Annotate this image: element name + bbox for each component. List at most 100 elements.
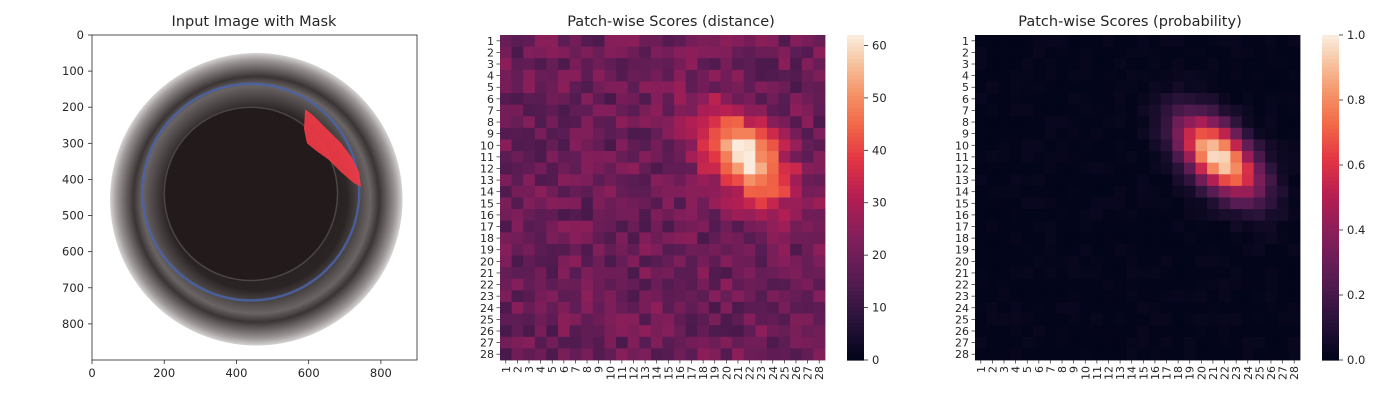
heatmap-cell <box>1091 232 1104 245</box>
heatmap-cell <box>1044 267 1057 280</box>
heatmap-cell <box>1276 116 1289 129</box>
heatmap-cell <box>1241 81 1254 94</box>
heatmap-cell <box>581 93 594 106</box>
heatmap-cell <box>581 197 594 210</box>
heatmap-cell <box>1183 325 1196 338</box>
heatmap-cell <box>511 243 524 256</box>
heatmap-cell <box>616 267 629 280</box>
heatmap-cell <box>662 69 675 82</box>
heatmap-cell <box>1241 46 1254 59</box>
y-tick-label: 100 <box>62 64 84 78</box>
colorbar-tick-label: 10 <box>872 301 887 315</box>
heatmap-cell <box>1137 35 1150 48</box>
heatmap-cell <box>1067 255 1080 268</box>
heatmap-cell <box>975 185 988 198</box>
heatmap-cell <box>534 209 547 222</box>
heatmap-cell <box>1067 58 1080 71</box>
heatmap-cell <box>534 232 547 245</box>
heatmap-cell <box>1172 69 1185 82</box>
heatmap-cell <box>732 93 745 106</box>
heatmap-cell <box>1241 174 1254 187</box>
heatmap-cell <box>1253 209 1266 222</box>
heatmap-cell <box>546 290 559 303</box>
heatmap-cell <box>1149 290 1162 303</box>
heatmap-cell <box>511 127 524 140</box>
heatmap-cell <box>558 139 571 152</box>
heatmap-cell <box>732 127 745 140</box>
heatmap-cell <box>790 232 803 245</box>
colorbar-segment <box>1322 193 1339 199</box>
heatmap-cell <box>1102 139 1115 152</box>
heatmap-cell <box>1253 278 1266 291</box>
heatmap-cell <box>1056 116 1069 129</box>
heatmap-cell <box>1160 348 1173 361</box>
heatmap-cell <box>592 301 605 314</box>
colorbar-segment <box>847 197 864 203</box>
probability-heatmap-cells <box>975 35 1301 361</box>
x-tick-label: 5 <box>546 366 559 373</box>
heatmap-cell <box>1160 35 1173 48</box>
heatmap-cell <box>697 162 710 175</box>
heatmap-cell <box>708 243 721 256</box>
heatmap-cell <box>639 278 652 291</box>
heatmap-cell <box>766 81 779 94</box>
heatmap-cell <box>1044 278 1057 291</box>
heatmap-cell <box>743 197 756 210</box>
heatmap-cell <box>662 104 675 117</box>
heatmap-cell <box>986 151 999 164</box>
heatmap-cell <box>500 139 513 152</box>
heatmap-cell <box>755 243 768 256</box>
heatmap-cell <box>1276 35 1289 48</box>
heatmap-cell <box>685 81 698 94</box>
heatmap-cell <box>592 174 605 187</box>
heatmap-cell <box>1195 69 1208 82</box>
heatmap-cell <box>1149 162 1162 175</box>
heatmap-cell <box>1149 336 1162 349</box>
heatmap-cell <box>1230 46 1243 59</box>
heatmap-cell <box>534 348 547 361</box>
heatmap-cell <box>1230 232 1243 245</box>
heatmap-cell <box>639 232 652 245</box>
heatmap-cell <box>1149 46 1162 59</box>
heatmap-cell <box>1218 313 1231 326</box>
heatmap-cell <box>998 58 1011 71</box>
heatmap-cell <box>1125 209 1138 222</box>
heatmap-cell <box>662 313 675 326</box>
heatmap-cell <box>975 267 988 280</box>
colorbar-segment <box>1322 63 1339 69</box>
heatmap-cell <box>1195 174 1208 187</box>
heatmap-cell <box>986 336 999 349</box>
heatmap-cell <box>1044 69 1057 82</box>
heatmap-cell <box>569 35 582 48</box>
heatmap-cell <box>616 209 629 222</box>
colorbar-segment <box>1322 262 1339 268</box>
heatmap-cell <box>1137 127 1150 140</box>
heatmap-cell <box>604 174 617 187</box>
heatmap-cell <box>697 313 710 326</box>
heatmap-cell <box>581 151 594 164</box>
heatmap-cell <box>1183 220 1196 233</box>
heatmap-cell <box>1114 243 1127 256</box>
heatmap-cell <box>523 290 536 303</box>
x-tick-label: 12 <box>627 366 640 380</box>
heatmap-cell <box>546 197 559 210</box>
y-tick-label: 23 <box>480 290 494 303</box>
heatmap-cell <box>616 220 629 233</box>
heatmap-cell <box>813 301 826 314</box>
y-tick-label: 5 <box>962 81 969 94</box>
heatmap-cell <box>1067 127 1080 140</box>
colorbar-segment <box>847 165 864 170</box>
heatmap-cell <box>511 313 524 326</box>
colorbar-segment <box>847 128 864 134</box>
heatmap-cell <box>650 243 663 256</box>
heatmap-cell <box>986 313 999 326</box>
heatmap-cell <box>500 69 513 82</box>
heatmap-cell <box>1160 93 1173 106</box>
x-tick-label: 0 <box>88 366 95 380</box>
heatmap-cell <box>604 162 617 175</box>
heatmap-cell <box>500 209 513 222</box>
heatmap-cell <box>1149 243 1162 256</box>
heatmap-cell <box>650 336 663 349</box>
heatmap-cell <box>511 301 524 314</box>
heatmap-cell <box>1009 301 1022 314</box>
